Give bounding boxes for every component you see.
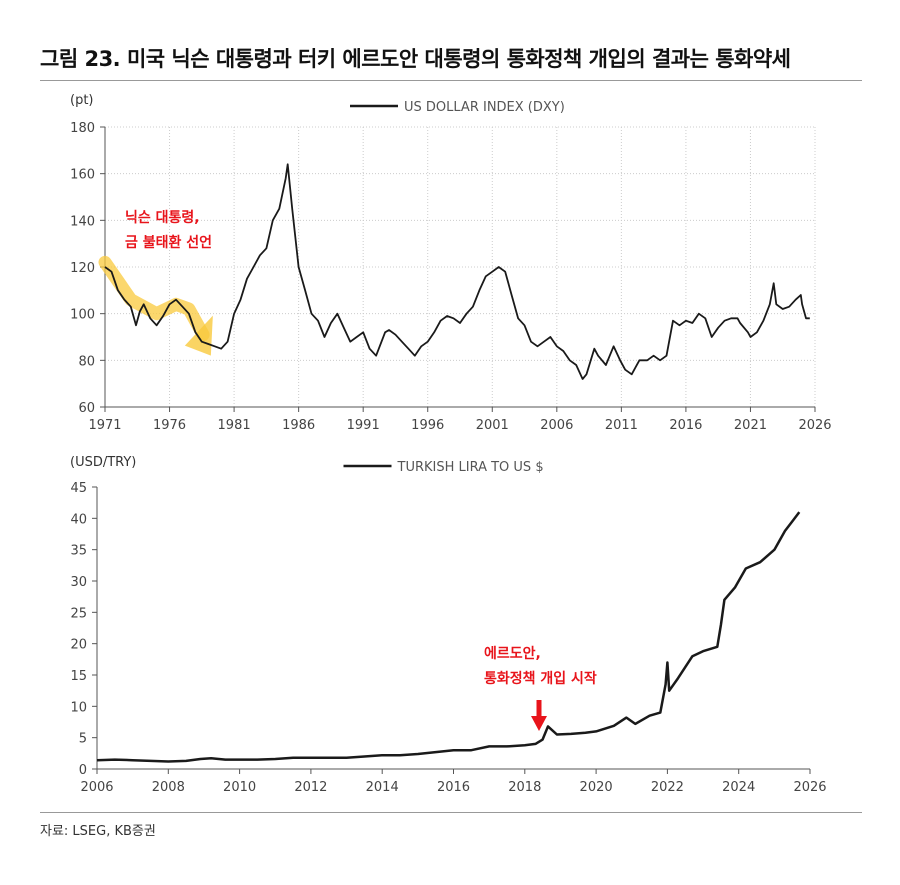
x-tick-label: 2016 [669, 418, 702, 433]
annotation-line: 통화정책 개입 시작 [484, 670, 597, 687]
x-tick-label: 2018 [508, 780, 541, 795]
x-tick-label: 1976 [153, 418, 186, 433]
figure-title: 그림 23. 미국 닉슨 대통령과 터키 에르도안 대통령의 통화정책 개입의 … [40, 47, 791, 71]
y-axis-unit: (USD/TRY) [70, 455, 136, 470]
x-tick-label: 2026 [798, 418, 831, 433]
y-tick-label: 180 [70, 121, 95, 136]
y-tick-label: 80 [78, 354, 95, 369]
title-divider [40, 80, 862, 81]
x-tick-label: 2008 [152, 780, 185, 795]
y-tick-label: 120 [70, 261, 95, 276]
y-tick-label: 5 [79, 732, 87, 747]
source-note: 자료: LSEG, KB증권 [40, 824, 156, 839]
x-tick-label: 2010 [223, 780, 256, 795]
x-tick-label: 2024 [722, 780, 755, 795]
legend-label: TURKISH LIRA TO US $ [397, 460, 544, 475]
x-tick-label: 1986 [282, 418, 315, 433]
y-tick-label: 160 [70, 168, 95, 183]
footer-divider [40, 812, 862, 813]
x-tick-label: 1996 [411, 418, 444, 433]
x-tick-label: 2020 [580, 780, 613, 795]
x-tick-label: 2026 [793, 780, 826, 795]
x-tick-label: 2001 [476, 418, 509, 433]
y-tick-label: 0 [79, 763, 87, 778]
y-tick-label: 35 [70, 544, 87, 559]
try-chart: 0 5 10 15 20 25 30 35 40 45 2006 2008 2010 2012 2014 20… [70, 455, 827, 795]
annotation-line: 금 불태환 선언 [125, 234, 212, 251]
x-tick-label: 2014 [366, 780, 399, 795]
y-tick-label: 20 [70, 638, 87, 653]
y-tick-label: 140 [70, 214, 95, 229]
y-tick-label: 10 [70, 700, 87, 715]
y-tick-label: 25 [70, 606, 87, 621]
x-tick-label: 2006 [80, 780, 113, 795]
highlight-arrowhead [184, 315, 213, 356]
x-tick-label: 2006 [540, 418, 573, 433]
series-line-usdtry [96, 511, 801, 763]
y-tick-label: 15 [70, 669, 87, 684]
dxy-chart: 60 80 100 120 140 160 180 1971 1976 1981 1986 1991 1… [70, 93, 832, 433]
y-tick-label: 100 [70, 308, 95, 323]
red-arrow-head [531, 716, 547, 731]
x-tick-label: 2016 [437, 780, 470, 795]
x-tick-label: 2021 [734, 418, 767, 433]
annotation-line: 에르도안, [484, 645, 541, 662]
x-tick-label: 2022 [651, 780, 684, 795]
y-tick-label: 30 [70, 575, 87, 590]
red-arrow-shaft [536, 700, 542, 718]
annotation-line: 닉슨 대통령, [125, 210, 200, 226]
legend-label: US DOLLAR INDEX (DXY) [404, 100, 565, 115]
y-axis-unit: (pt) [70, 93, 94, 108]
x-tick-label: 2012 [294, 780, 327, 795]
y-tick-label: 40 [70, 512, 87, 527]
x-tick-label: 2011 [605, 418, 638, 433]
x-tick-label: 1971 [88, 418, 121, 433]
series-line-dxy [104, 163, 810, 380]
x-tick-label: 1981 [218, 418, 251, 433]
x-tick-label: 1991 [347, 418, 380, 433]
y-tick-label: 45 [70, 481, 87, 496]
y-tick-label: 60 [78, 401, 95, 416]
